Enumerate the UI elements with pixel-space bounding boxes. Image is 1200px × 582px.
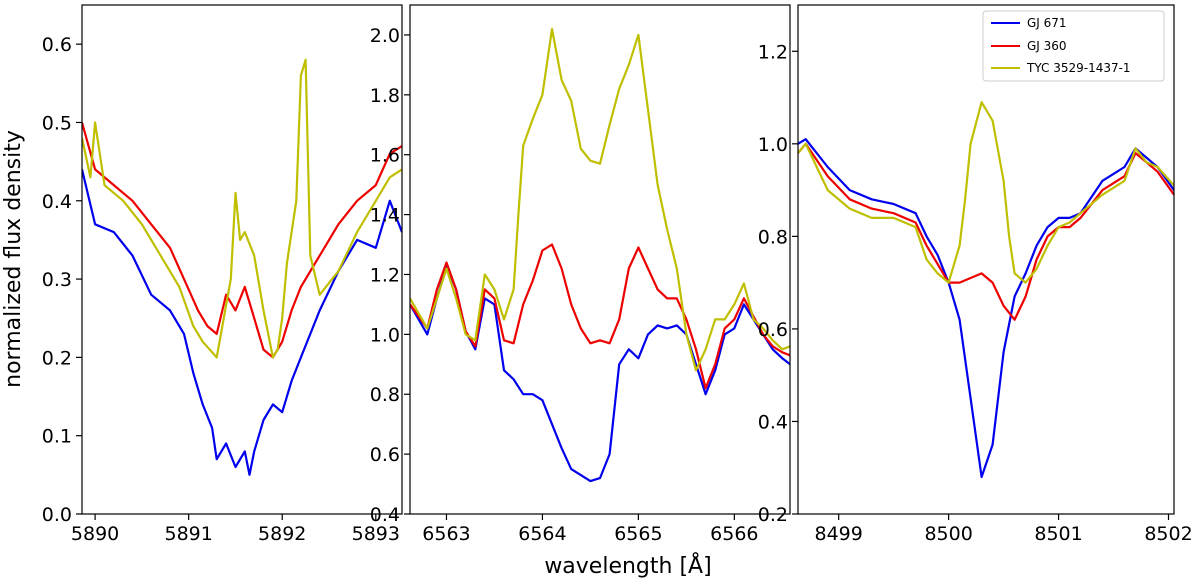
y-tick-label: 1.0 bbox=[758, 134, 788, 156]
x-tick-label: 8502 bbox=[1144, 523, 1192, 545]
x-tick-label: 6565 bbox=[614, 523, 662, 545]
y-tick-label: 1.8 bbox=[370, 85, 400, 107]
series-group bbox=[798, 101, 1174, 479]
panel-ca-ii: 8499 8500 8501 8502 0.2 0.4 0.6 0.8 1.0 1.2 bbox=[758, 4, 1193, 545]
x-tick-label: 5893 bbox=[352, 523, 400, 545]
series-line-gj-671 bbox=[410, 264, 790, 483]
y-tick-label: 1.2 bbox=[370, 264, 400, 286]
x-tick-label: 5892 bbox=[258, 523, 306, 545]
legend: GJ 671 GJ 360 TYC 3529-1437-1 bbox=[982, 10, 1165, 82]
series-line-gj-360 bbox=[410, 243, 790, 390]
x-tick-label: 8500 bbox=[924, 523, 972, 545]
series-line-gj-671 bbox=[798, 138, 1174, 479]
y-tick-label: 0.5 bbox=[42, 112, 72, 134]
y-tick-label: 1.4 bbox=[370, 205, 400, 227]
panel-h-alpha: 6563 6564 6565 6566 0.4 0.6 0.8 1.0 1.2 1.4 1.6 1.8… bbox=[370, 4, 791, 545]
y-tick-label: 0.4 bbox=[370, 504, 400, 526]
series-group bbox=[82, 58, 402, 476]
y-tick-label: 1.0 bbox=[370, 324, 400, 346]
x-tick-label: 6564 bbox=[518, 523, 566, 545]
y-tick-label: 0.4 bbox=[42, 191, 72, 213]
series-line-tyc-3529-1437-1 bbox=[410, 27, 790, 372]
y-tick-label: 0.3 bbox=[42, 269, 72, 291]
y-tick-label: 0.8 bbox=[370, 384, 400, 406]
y-tick-label: 2.0 bbox=[370, 25, 400, 47]
legend-label-gj-360: GJ 360 bbox=[1027, 39, 1067, 53]
legend-label-tyc-3529-1437-1: TYC 3529-1437-1 bbox=[1026, 61, 1131, 75]
series-line-gj-360 bbox=[798, 142, 1174, 321]
legend-label-gj-671: GJ 671 bbox=[1027, 16, 1067, 30]
legend-frame bbox=[982, 10, 1165, 82]
y-tick-label: 0.8 bbox=[758, 226, 788, 248]
series-line-tyc-3529-1437-1 bbox=[82, 58, 402, 359]
series-group bbox=[410, 27, 790, 483]
series-line-gj-360 bbox=[82, 122, 402, 359]
series-line-tyc-3529-1437-1 bbox=[798, 101, 1174, 284]
panel-na-d: 5890 5891 5892 5893 0.0 0.1 0.2 0.3 0.4 0.5 0.6 bbox=[42, 4, 403, 545]
x-tick-label: 6563 bbox=[422, 523, 470, 545]
y-axis-label: normalized flux density bbox=[1, 130, 26, 388]
x-axis-label: wavelength [Å] bbox=[544, 552, 711, 579]
x-tick-label: 5891 bbox=[164, 523, 212, 545]
y-tick-label: 1.2 bbox=[758, 41, 788, 63]
plot-frame bbox=[81, 4, 403, 515]
y-tick-label: 0.2 bbox=[758, 504, 788, 526]
y-tick-label: 0.0 bbox=[42, 504, 72, 526]
x-tick-label: 5890 bbox=[71, 523, 119, 545]
x-tick-label: 8501 bbox=[1034, 523, 1082, 545]
plot-frame bbox=[409, 4, 791, 515]
series-line-gj-671 bbox=[82, 169, 402, 476]
y-tick-label: 0.2 bbox=[42, 347, 72, 369]
x-tick-label: 8499 bbox=[814, 523, 862, 545]
x-tick-label: 6566 bbox=[710, 523, 758, 545]
y-tick-label: 0.1 bbox=[42, 426, 72, 448]
y-tick-label: 0.6 bbox=[42, 34, 72, 56]
y-tick-label: 1.6 bbox=[370, 145, 400, 167]
y-tick-label: 0.6 bbox=[370, 444, 400, 466]
y-tick-label: 0.4 bbox=[758, 411, 788, 433]
plot-frame bbox=[797, 4, 1175, 515]
y-tick-label: 0.6 bbox=[758, 319, 788, 341]
